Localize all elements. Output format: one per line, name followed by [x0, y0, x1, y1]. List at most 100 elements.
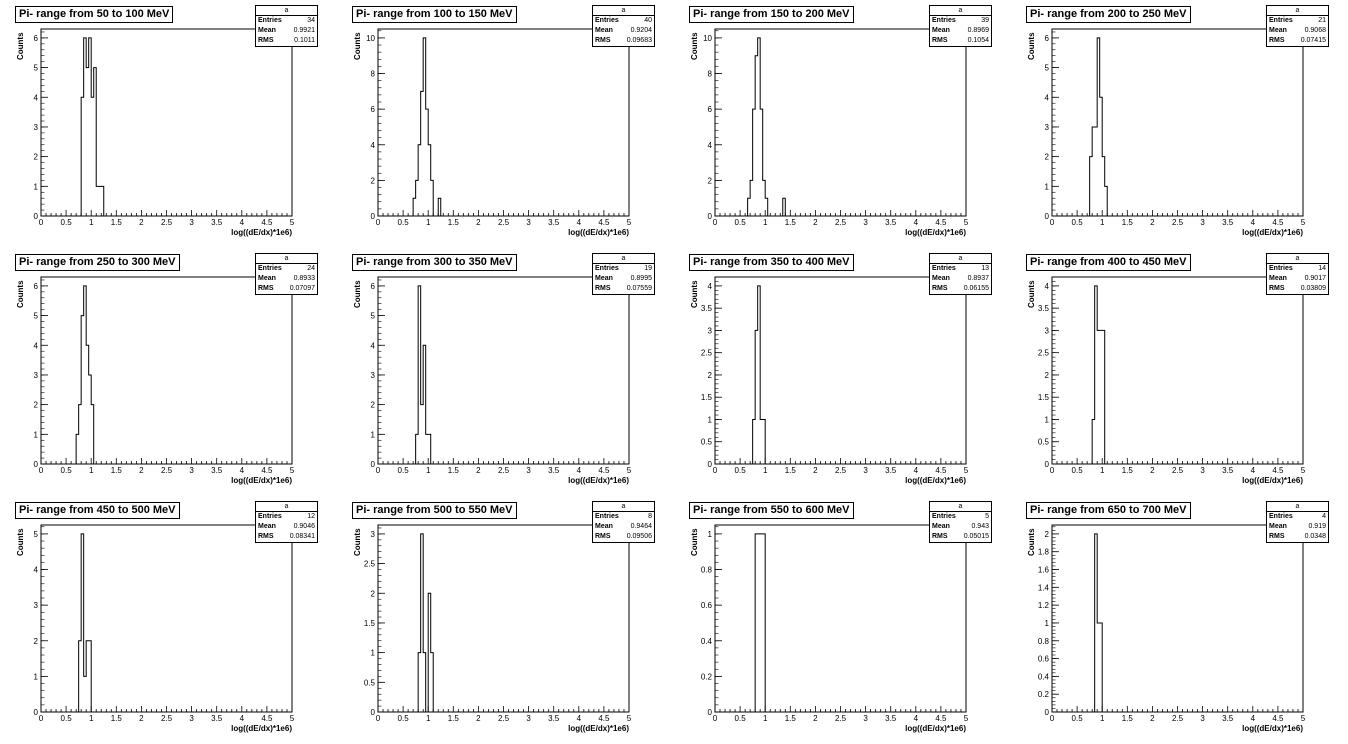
x-tick-label: 3 — [863, 218, 868, 227]
y-axis-label-wrap: Counts — [1027, 30, 1039, 60]
stats-label: Entries — [595, 265, 619, 272]
stats-label: RMS — [258, 285, 274, 292]
histogram-panel: 0 0.5 1 1.5 2 2.5 3 3.5 4 4.5 5 0 0.5 1 1.5 2 2.5 3 Pi- ra… — [337, 496, 674, 744]
x-tick-label: 4 — [240, 714, 245, 723]
x-tick-label: 2.5 — [1172, 714, 1184, 723]
stats-value: 14 — [1318, 265, 1326, 272]
x-tick-label: 0.5 — [735, 466, 747, 475]
stats-value: 0.9017 — [1304, 275, 1326, 282]
y-tick-label: 2 — [34, 401, 39, 410]
stats-value: 0.9921 — [293, 27, 315, 34]
y-tick-label: 0.2 — [1038, 690, 1050, 699]
x-tick-label: 4 — [577, 218, 582, 227]
y-tick-label: 3.5 — [1038, 304, 1050, 313]
y-tick-label: 0.4 — [1038, 672, 1050, 681]
histogram-bin — [758, 534, 761, 712]
x-tick-label: 2.5 — [1172, 218, 1184, 227]
x-tick-label: 2.5 — [835, 218, 847, 227]
chart-title: Pi- range from 650 to 700 MeV — [1026, 502, 1191, 519]
stats-name: a — [593, 6, 654, 16]
stats-label: RMS — [595, 285, 611, 292]
y-tick-label: 6 — [371, 105, 376, 114]
chart-title: Pi- range from 350 to 400 MeV — [689, 254, 854, 271]
x-tick-label: 1.5 — [448, 466, 460, 475]
stats-row-rms: RMS 0.1054 — [930, 36, 991, 46]
x-axis-label: log((dE/dx)*1e6) — [231, 476, 292, 485]
x-tick-label: 0 — [39, 714, 44, 723]
x-tick-label: 1 — [763, 218, 768, 227]
stats-value: 0.09506 — [626, 533, 652, 540]
stats-row-rms: RMS 0.06155 — [930, 284, 991, 294]
y-tick-label: 2 — [1045, 530, 1050, 539]
x-tick-label: 0.5 — [1072, 466, 1084, 475]
y-tick-label: 10 — [703, 34, 712, 43]
histogram-outline — [80, 37, 105, 216]
histogram-bin — [1100, 330, 1103, 464]
x-tick-label: 2.5 — [161, 218, 173, 227]
x-tick-label: 2.5 — [498, 714, 510, 723]
y-tick-label: 1 — [1045, 182, 1050, 191]
y-axis-label: Counts — [1027, 32, 1036, 60]
histogram-bin — [760, 419, 763, 464]
x-tick-label: 3.5 — [211, 714, 223, 723]
y-tick-label: 3 — [1045, 326, 1050, 335]
x-tick-label: 1 — [1100, 218, 1105, 227]
x-tick-label: 4 — [914, 218, 919, 227]
x-tick-label: 0 — [1050, 714, 1055, 723]
x-tick-label: 4.5 — [1272, 218, 1284, 227]
stats-label: RMS — [1269, 285, 1285, 292]
x-tick-label: 5 — [290, 466, 295, 475]
histogram-panel: 0 0.5 1 1.5 2 2.5 3 3.5 4 4.5 5 0 2 4 6 8 10 Pi- range fr… — [337, 0, 674, 248]
stats-label: Entries — [932, 265, 956, 272]
stats-value: 0.919 — [1308, 523, 1326, 530]
y-tick-label: 2 — [708, 176, 713, 185]
stats-value: 0.07097 — [289, 285, 315, 292]
y-axis-label-wrap: Counts — [690, 278, 702, 308]
x-tick-label: 1 — [89, 714, 94, 723]
x-tick-label: 3 — [189, 466, 194, 475]
y-tick-label: 3 — [34, 601, 39, 610]
chart-title: Pi- range from 50 to 100 MeV — [15, 6, 174, 23]
x-tick-label: 1.5 — [111, 714, 123, 723]
stats-row-rms: RMS 0.09683 — [593, 36, 654, 46]
x-tick-label: 2 — [1150, 714, 1155, 723]
y-tick-label: 4 — [708, 141, 713, 150]
y-tick-label: 1.5 — [364, 619, 376, 628]
stats-box: a Entries 39 Mean 0.8969 RMS 0.1054 — [929, 5, 992, 47]
x-tick-label: 2.5 — [835, 714, 847, 723]
stats-label: RMS — [932, 533, 948, 540]
x-tick-label: 4 — [240, 466, 245, 475]
stats-value: 8 — [648, 513, 652, 520]
histogram-plot: 0 0.5 1 1.5 2 2.5 3 3.5 4 4.5 5 0 1 2 3 4 5 6 — [34, 28, 295, 227]
y-axis-label: Counts — [690, 32, 699, 60]
stats-name: a — [930, 254, 991, 264]
y-tick-label: 2 — [34, 153, 39, 162]
y-tick-label: 5 — [34, 530, 39, 539]
y-tick-label: 6 — [34, 34, 39, 43]
x-tick-label: 2.5 — [161, 714, 173, 723]
stats-row-rms: RMS 0.0348 — [1267, 532, 1328, 542]
x-tick-label: 2 — [813, 218, 818, 227]
histogram-bin — [1095, 127, 1098, 216]
stats-value: 24 — [307, 265, 315, 272]
x-tick-label: 3 — [526, 466, 531, 475]
x-tick-label: 2 — [476, 466, 481, 475]
y-tick-label: 4 — [371, 141, 376, 150]
x-tick-label: 1.5 — [448, 714, 460, 723]
y-tick-label: 2 — [371, 589, 376, 598]
histogram-bin — [760, 534, 763, 712]
histogram-panel: 0 0.5 1 1.5 2 2.5 3 3.5 4 4.5 5 0 1 2 3 4 5 Pi- range fro… — [0, 496, 337, 744]
histogram-outline — [415, 285, 432, 464]
stats-row-entries: Entries 19 — [593, 264, 654, 274]
stats-name: a — [1267, 6, 1328, 16]
y-tick-label: 1.6 — [1038, 566, 1050, 575]
x-tick-label: 2 — [813, 466, 818, 475]
stats-value: 0.07415 — [1300, 37, 1326, 44]
stats-value: 0.06155 — [963, 285, 989, 292]
stats-row-mean: Mean 0.9068 — [1267, 26, 1328, 36]
x-tick-label: 1 — [426, 466, 431, 475]
x-tick-label: 5 — [964, 466, 969, 475]
histogram-panel: 0 0.5 1 1.5 2 2.5 3 3.5 4 4.5 5 0 0.2 0.4 0.6 0.8 1 1.2 1.… — [1011, 496, 1348, 744]
stats-row-entries: Entries 4 — [1267, 512, 1328, 522]
